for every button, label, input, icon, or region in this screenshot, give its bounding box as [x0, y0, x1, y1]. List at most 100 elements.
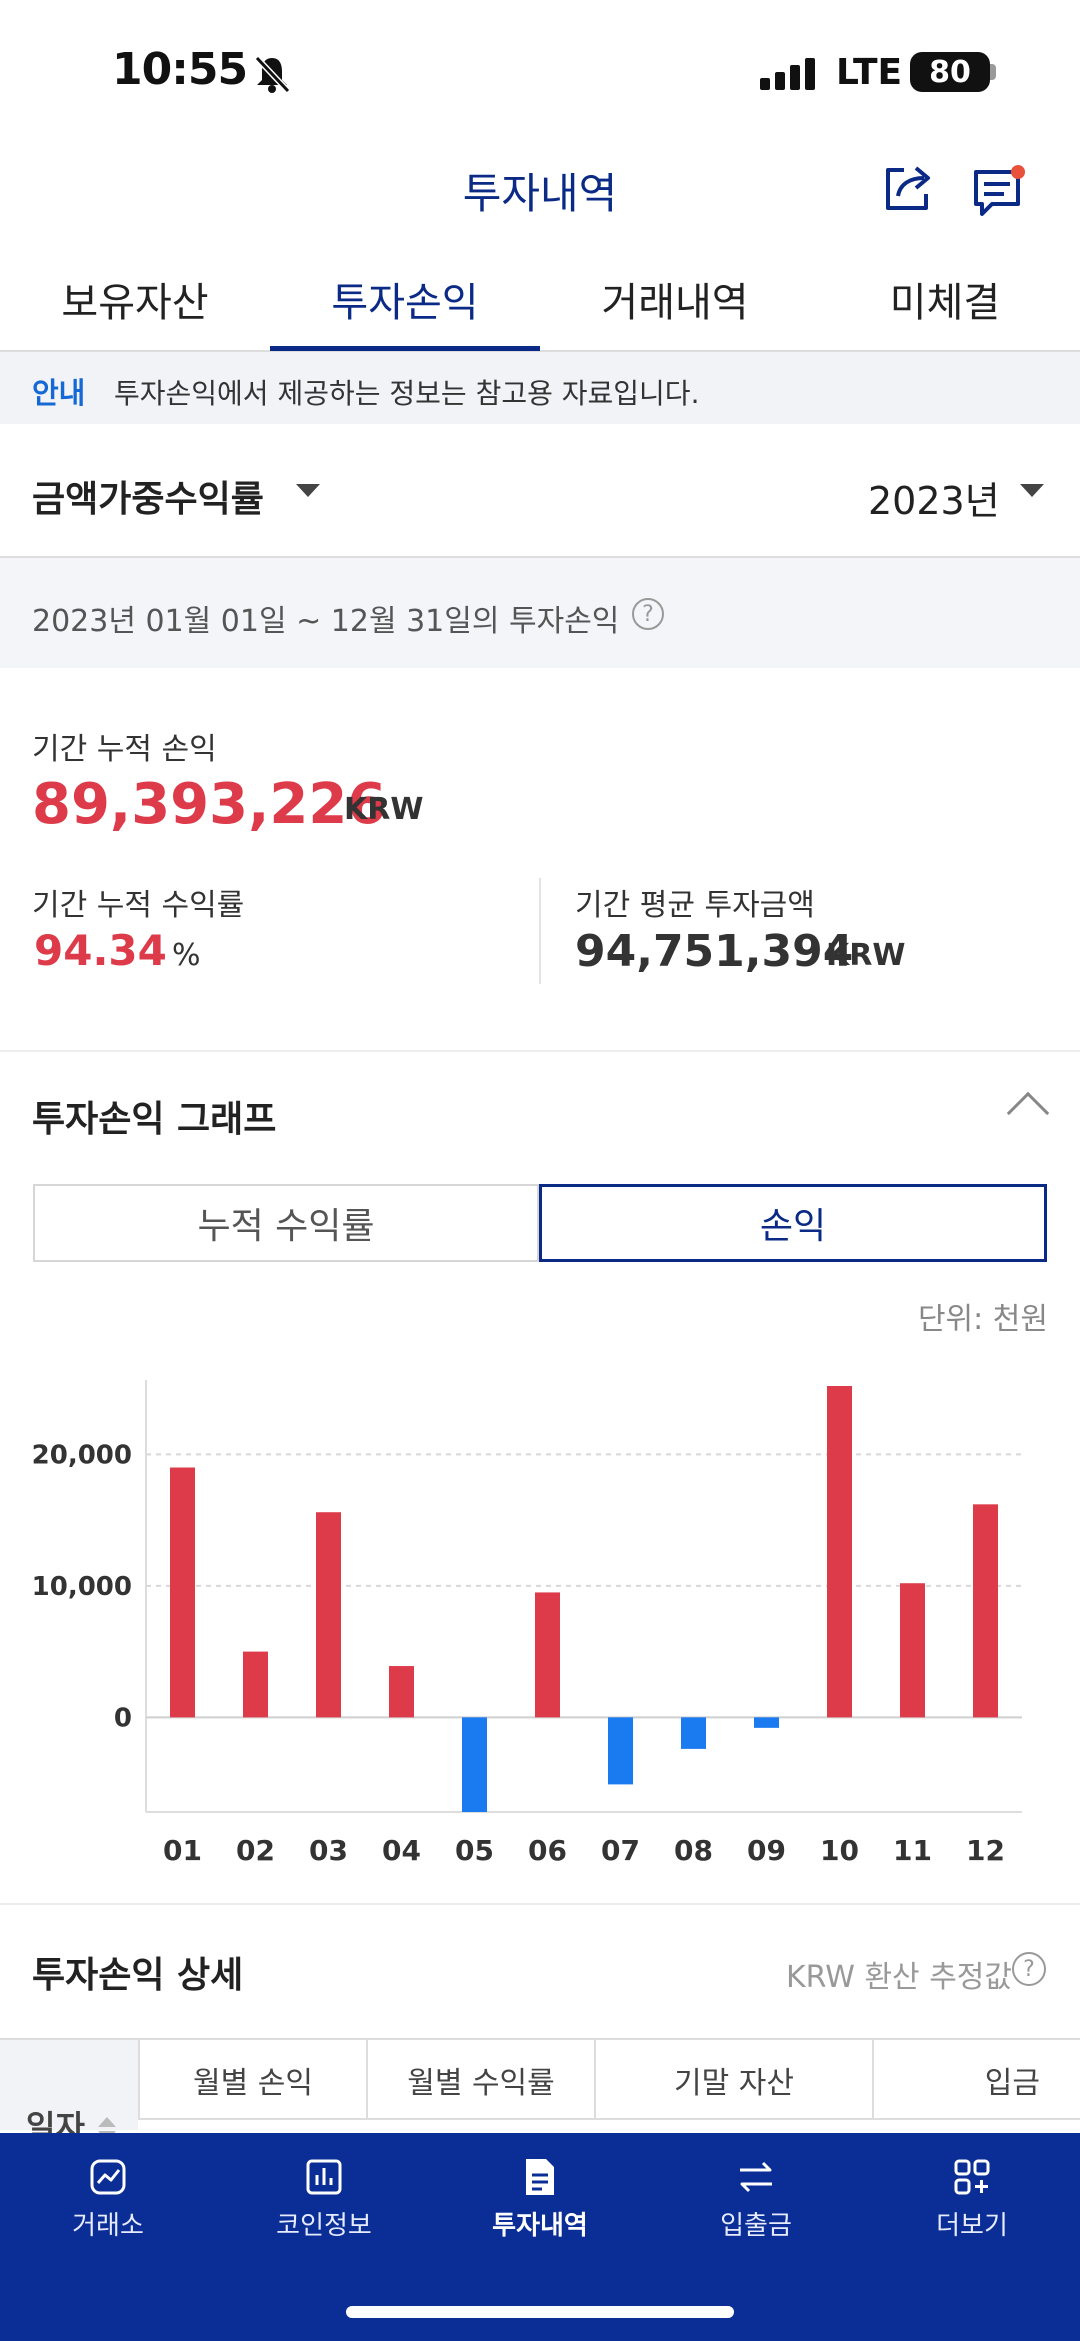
avg-invest-label: 기간 평균 투자금액	[575, 888, 815, 923]
page-title: 투자내역	[462, 169, 618, 218]
bar-04	[389, 1666, 414, 1718]
chevron-down-icon[interactable]	[1020, 484, 1044, 497]
nav-label: 거래소	[72, 2211, 144, 2241]
detail-note: KRW 환산 추정값	[785, 1960, 1012, 1995]
help-icon[interactable]: ?	[1012, 1952, 1046, 1986]
column-header: 기말 자산	[594, 2040, 872, 2120]
chevron-down-icon[interactable]	[296, 484, 320, 497]
help-icon[interactable]: ?	[632, 598, 664, 630]
column-header: 월별 손익	[138, 2040, 366, 2120]
tab-pnl[interactable]: 투자손익	[331, 280, 479, 326]
cum-return-value: 94.34	[34, 926, 167, 975]
column-header: 입금	[872, 2040, 1080, 2120]
nav-investments[interactable]: 투자내역	[432, 2155, 648, 2242]
year-dropdown[interactable]: 2023년	[868, 470, 1000, 525]
nav-label: 코인정보	[276, 2211, 372, 2241]
bar-06	[535, 1592, 560, 1718]
cum-pnl-value: 89,393,226	[32, 772, 387, 837]
x-tick-label: 04	[382, 1834, 421, 1867]
y-tick-label: 10,000	[32, 1572, 132, 1602]
bar-11	[900, 1583, 925, 1718]
bar-12	[973, 1504, 998, 1718]
cum-pnl-label: 기간 누적 손익	[32, 732, 217, 767]
status-time: 10:55	[112, 44, 248, 95]
x-tick-label: 12	[966, 1834, 1005, 1867]
bar-02	[243, 1651, 268, 1718]
x-tick-label: 06	[528, 1834, 567, 1867]
signal-icon	[760, 58, 815, 90]
avg-invest-value: 94,751,394	[575, 926, 854, 977]
notice-tag: 안내	[32, 376, 86, 410]
nav-exchange[interactable]: 거래소	[0, 2155, 216, 2242]
toggle-pnl[interactable]: 손익	[539, 1184, 1047, 1262]
grid-plus-icon	[954, 2159, 990, 2195]
y-tick-label: 20,000	[32, 1440, 132, 1470]
tab-transactions[interactable]: 거래내역	[601, 280, 749, 326]
x-tick-label: 11	[893, 1834, 932, 1867]
y-tick-label: 0	[114, 1703, 132, 1733]
battery-tip	[990, 64, 996, 80]
bar-08	[681, 1717, 706, 1749]
avg-invest-unit: KRW	[826, 938, 906, 973]
period-band	[0, 558, 1080, 668]
bar-07	[608, 1717, 633, 1785]
tab-holdings[interactable]: 보유자산	[61, 280, 209, 326]
document-icon	[526, 2159, 554, 2195]
metric-dropdown-label: 금액가중수익률	[32, 479, 264, 520]
x-tick-label: 05	[455, 1834, 494, 1867]
battery-icon: 80	[910, 52, 990, 92]
tab-pending[interactable]: 미체결	[889, 280, 1001, 326]
nav-label: 더보기	[936, 2211, 1008, 2241]
notice-bar	[0, 352, 1080, 424]
year-dropdown-label: 2023년	[868, 479, 1000, 523]
x-tick-label: 01	[163, 1834, 202, 1867]
exchange-chart-icon	[90, 2159, 126, 2195]
x-tick-label: 09	[747, 1834, 786, 1867]
section-divider	[0, 1903, 1080, 1905]
table-top-border	[0, 2038, 1080, 2040]
x-tick-label: 10	[820, 1834, 859, 1867]
bar-01	[170, 1467, 195, 1718]
message-icon[interactable]	[970, 162, 1030, 222]
cum-pnl-unit: KRW	[344, 792, 424, 827]
notice-text: 투자손익에서 제공하는 정보는 참고용 자료입니다.	[114, 377, 700, 410]
section-divider	[0, 1050, 1080, 1052]
table-header-divider	[138, 2118, 1080, 2120]
summary-divider	[539, 878, 541, 984]
period-text: 2023년 01월 01일 ~ 12월 31일의 투자손익	[32, 604, 620, 639]
toggle-cumulative-return[interactable]: 누적 수익률	[33, 1184, 539, 1262]
x-tick-label: 07	[601, 1834, 640, 1867]
nav-label: 투자내역	[492, 2211, 588, 2241]
battery-level: 80	[929, 54, 971, 90]
bar-09	[754, 1717, 779, 1728]
cum-return-unit: %	[172, 938, 201, 973]
share-icon[interactable]	[880, 160, 936, 216]
metric-dropdown[interactable]: 금액가중수익률	[32, 470, 264, 522]
x-tick-label: 03	[309, 1834, 348, 1867]
active-tab-indicator	[270, 346, 540, 351]
unit-note: 단위: 천원	[917, 1302, 1048, 1337]
table-date-header-bg	[0, 2040, 138, 2130]
bar-05	[462, 1717, 487, 1812]
nav-label: 입출금	[720, 2211, 792, 2241]
cum-return-label: 기간 누적 수익률	[32, 888, 245, 923]
transfer-arrows-icon	[740, 2161, 772, 2193]
divider	[0, 556, 1080, 558]
x-tick-label: 02	[236, 1834, 275, 1867]
tabs-divider	[0, 350, 1080, 352]
nav-coin-info[interactable]: 코인정보	[216, 2155, 432, 2242]
pnl-bar-chart: 20,000 10,000 0 01 02 03 04 05 06 07 08 09 10 11 12	[32, 1380, 1022, 1867]
x-tick-label: 08	[674, 1834, 713, 1867]
column-header: 월별 수익률	[366, 2040, 594, 2120]
bell-muted-icon	[254, 55, 291, 94]
nav-more[interactable]: 더보기	[864, 2155, 1080, 2242]
nav-deposit-withdraw[interactable]: 입출금	[648, 2155, 864, 2242]
bar-chart-icon	[306, 2159, 342, 2195]
bar-03	[316, 1512, 341, 1718]
graph-section-title: 투자손익 그래프	[32, 1099, 277, 1140]
chevron-up-icon[interactable]	[1006, 1091, 1050, 1135]
detail-section-title: 투자손익 상세	[32, 1955, 244, 1996]
network-label: LTE	[836, 52, 903, 93]
bar-10	[827, 1386, 852, 1718]
home-indicator[interactable]	[346, 2306, 734, 2318]
